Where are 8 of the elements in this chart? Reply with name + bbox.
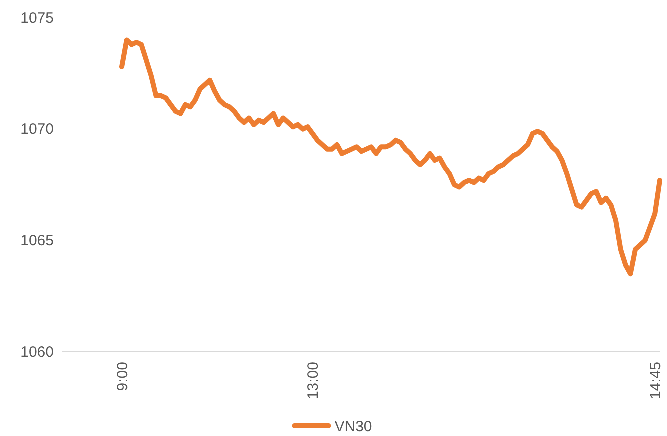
x-tick-label: 14:45 [647,362,664,400]
y-tick-label: 1065 [20,232,54,250]
x-tick-label: 13:00 [304,362,322,400]
y-tick-label: 1070 [20,121,54,138]
y-tick-label: 1075 [20,10,54,27]
y-tick-label: 1060 [20,344,54,361]
x-tick-label: 9:00 [114,362,132,392]
legend-label: VN30 [334,418,372,436]
